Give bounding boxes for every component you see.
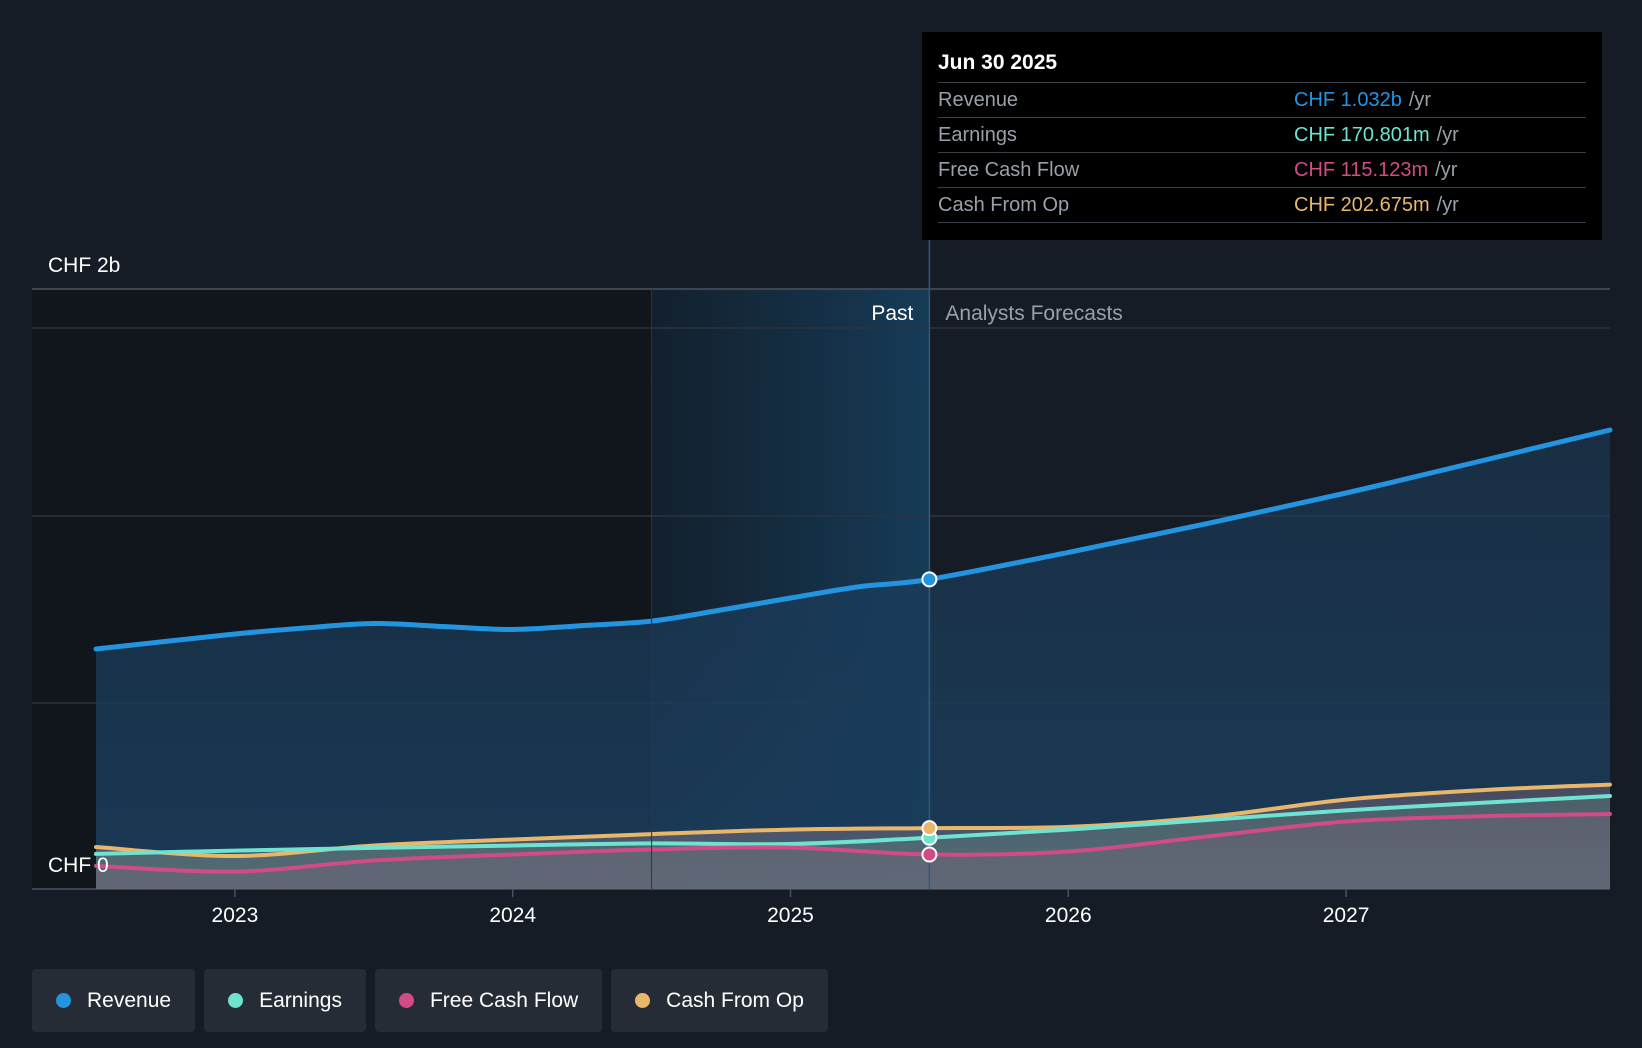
tooltip-label: Earnings bbox=[938, 124, 1017, 146]
legend-item-cash-from-op[interactable]: Cash From Op bbox=[611, 969, 828, 1032]
legend: Revenue Earnings Free Cash Flow Cash Fro… bbox=[32, 969, 828, 1032]
tooltip-value: CHF 202.675m bbox=[1294, 194, 1430, 216]
area-revenue bbox=[96, 430, 1610, 889]
tooltip-unit: /yr bbox=[1435, 159, 1458, 181]
y-axis-top-label: CHF 2b bbox=[48, 254, 120, 277]
tooltip-label: Free Cash Flow bbox=[938, 159, 1080, 181]
x-tick-label: 2025 bbox=[767, 904, 814, 927]
legend-label: Revenue bbox=[87, 988, 172, 1012]
forecast-label: Analysts Forecasts bbox=[945, 302, 1122, 325]
tooltip-label: Revenue bbox=[938, 89, 1019, 111]
tooltip-value: CHF 1.032b bbox=[1294, 89, 1402, 111]
line-earnings bbox=[94, 794, 1612, 856]
legend-item-revenue[interactable]: Revenue bbox=[32, 969, 196, 1032]
legend-item-free-cash-flow[interactable]: Free Cash Flow bbox=[374, 969, 603, 1032]
tooltip-label: Cash From Op bbox=[938, 194, 1070, 216]
legend-dot-icon bbox=[398, 993, 414, 1008]
tooltip-row-free-cash-flow: Free Cash Flow CHF 115.123m /yr bbox=[938, 153, 1586, 188]
tooltip-unit: /yr bbox=[1436, 124, 1459, 146]
y-axis-bottom-label: CHF 0 bbox=[48, 854, 109, 877]
x-tick-label: 2023 bbox=[212, 904, 259, 927]
series-lines bbox=[93, 427, 1613, 874]
x-tick-label: 2024 bbox=[489, 904, 536, 927]
legend-item-earnings[interactable]: Earnings bbox=[204, 969, 366, 1032]
tooltip-value: CHF 115.123m bbox=[1294, 159, 1429, 181]
past-label: Past bbox=[871, 302, 913, 325]
line-revenue bbox=[93, 427, 1613, 652]
legend-label: Earnings bbox=[259, 988, 342, 1012]
marker-free-cash-flow bbox=[921, 846, 938, 863]
tooltip-row-cash-from-op: Cash From Op CHF 202.675m /yr bbox=[938, 188, 1586, 223]
x-axis-ticks: 2023 2024 2025 2026 2027 bbox=[212, 889, 1370, 927]
legend-label: Free Cash Flow bbox=[429, 988, 579, 1012]
line-free-cash-flow bbox=[94, 812, 1612, 874]
legend-dot-icon bbox=[228, 993, 244, 1008]
tooltip-value: CHF 170.801m bbox=[1294, 124, 1430, 146]
legend-label: Cash From Op bbox=[666, 988, 804, 1012]
x-tick-label: 2026 bbox=[1045, 904, 1092, 927]
tooltip-row-earnings: Earnings CHF 170.801m /yr bbox=[938, 118, 1586, 153]
tooltip-row-revenue: Revenue CHF 1.032b /yr bbox=[938, 83, 1586, 118]
marker-revenue bbox=[921, 571, 938, 588]
legend-dot-icon bbox=[56, 993, 71, 1008]
hover-markers bbox=[921, 571, 938, 863]
tooltip-date: Jun 30 2025 bbox=[938, 46, 1586, 83]
marker-cash-from-op bbox=[921, 820, 938, 837]
tooltip-unit: /yr bbox=[1436, 194, 1459, 216]
data-tooltip: Jun 30 2025 Revenue CHF 1.032b /yr Earni… bbox=[922, 32, 1602, 240]
x-tick-label: 2027 bbox=[1323, 904, 1370, 927]
legend-dot-icon bbox=[635, 993, 651, 1008]
tooltip-unit: /yr bbox=[1408, 89, 1432, 111]
area-cash-from-op bbox=[96, 784, 1610, 889]
